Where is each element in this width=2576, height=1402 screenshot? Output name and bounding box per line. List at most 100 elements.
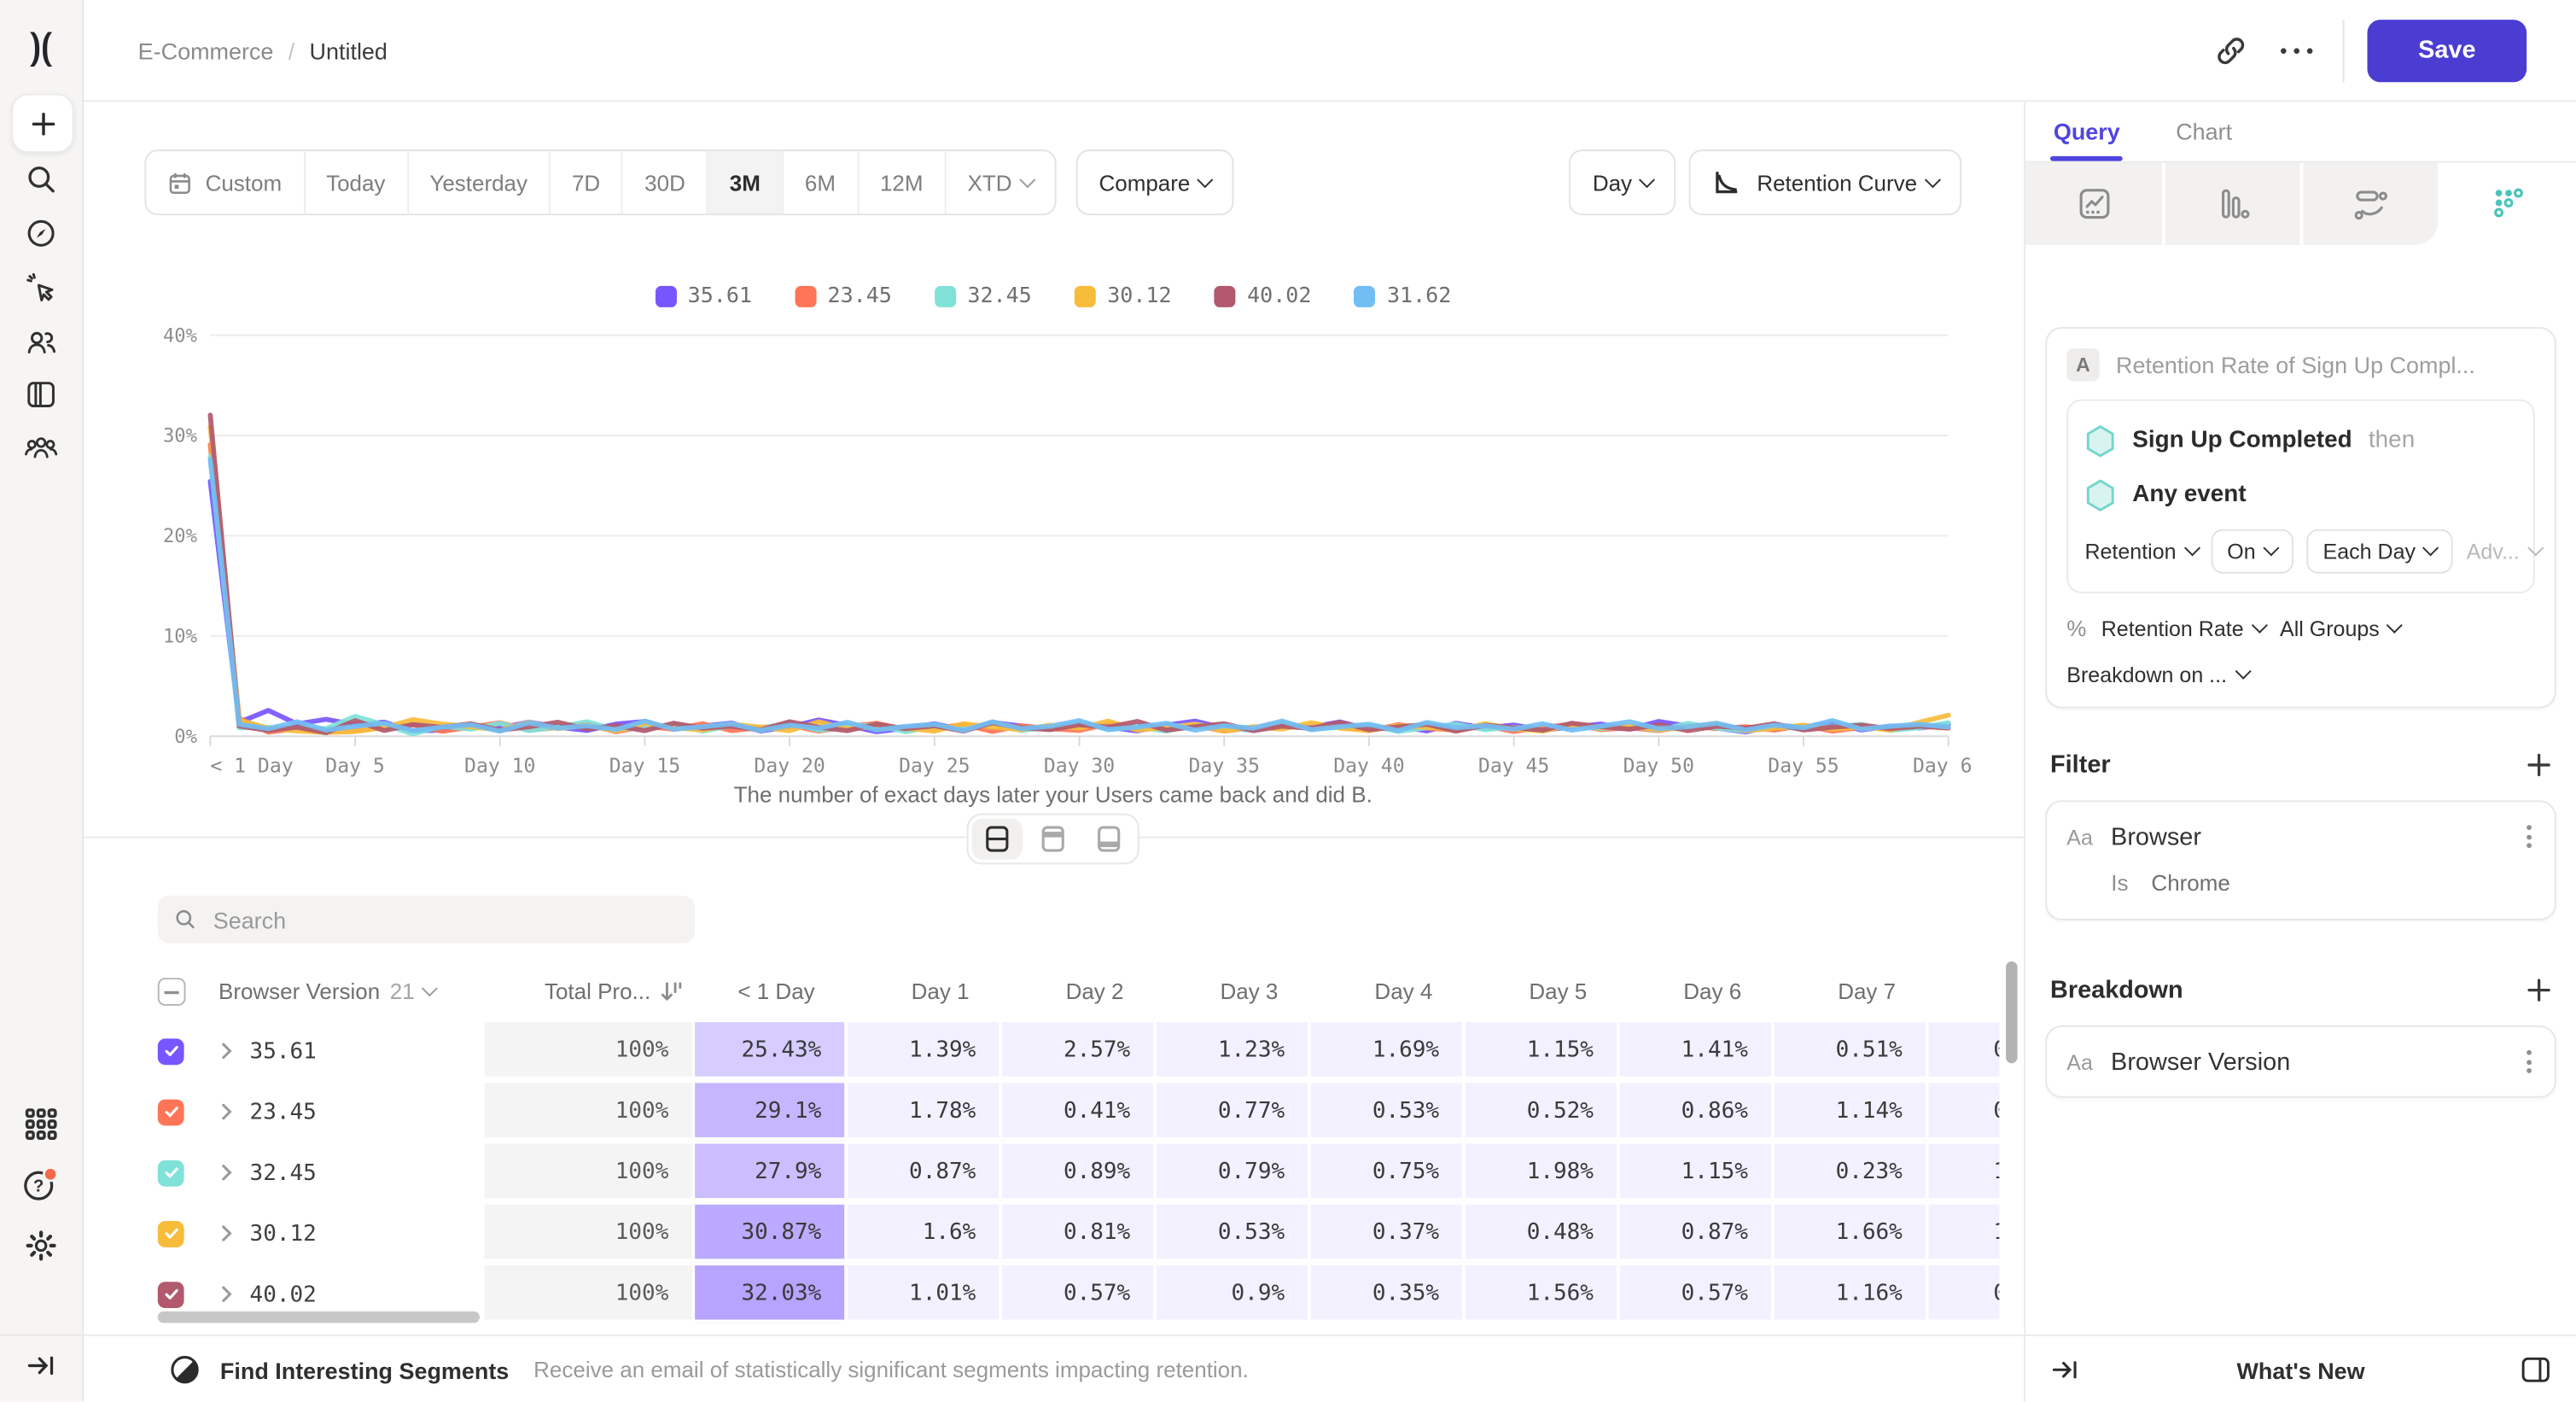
- day-column-header[interactable]: Day 1: [911, 979, 970, 1004]
- group-column-header[interactable]: Browser Version 21: [204, 961, 485, 1022]
- on-dropdown[interactable]: On: [2210, 529, 2293, 574]
- boards-icon[interactable]: [24, 377, 58, 412]
- tab-chart[interactable]: Chart: [2176, 117, 2233, 144]
- chart-type-dropdown[interactable]: Retention Curve: [1689, 149, 1962, 216]
- first-event-row[interactable]: Sign Up Completed then: [2084, 419, 2516, 462]
- retention-cell: 1.01%: [844, 1265, 1000, 1323]
- users-icon[interactable]: [24, 324, 58, 359]
- breakdown-card: Aa Browser Version: [2045, 1025, 2556, 1098]
- range-custom[interactable]: Custom: [146, 151, 303, 213]
- discover-compass-icon[interactable]: [24, 216, 58, 250]
- search-input[interactable]: [209, 904, 679, 935]
- compare-button[interactable]: Compare: [1075, 149, 1235, 216]
- retention-cell: 29.1%: [691, 1083, 845, 1141]
- copy-link-icon[interactable]: [2198, 17, 2264, 83]
- whats-new-link[interactable]: What's New: [2236, 1356, 2365, 1383]
- table-search[interactable]: [157, 895, 696, 943]
- settings-gear-icon[interactable]: [24, 1229, 58, 1263]
- legend-item[interactable]: 31.62: [1354, 283, 1451, 309]
- cohorts-icon[interactable]: [23, 429, 59, 464]
- return-event-row[interactable]: Any event: [2084, 473, 2516, 516]
- retention-report-icon-active[interactable]: [2490, 185, 2527, 223]
- filter-property[interactable]: Browser: [2111, 822, 2201, 851]
- view-toggle-table-only[interactable]: [1083, 819, 1134, 860]
- horizontal-scrollbar[interactable]: [157, 1311, 481, 1323]
- day-column-header[interactable]: Day 3: [1220, 979, 1279, 1004]
- row-checkbox[interactable]: [157, 1098, 184, 1125]
- view-toggle-chart-only[interactable]: [1028, 819, 1079, 860]
- events-cursor-icon[interactable]: [24, 271, 58, 305]
- tab-query[interactable]: Query: [2049, 100, 2124, 161]
- create-new-button[interactable]: [11, 93, 74, 153]
- day-column-header[interactable]: Day 6: [1683, 979, 1742, 1004]
- advanced-dropdown[interactable]: Adv...: [2467, 539, 2544, 564]
- collapse-panel-arrow-icon[interactable]: [2050, 1356, 2080, 1384]
- interesting-segments-button[interactable]: Find Interesting Segments Receive an ema…: [82, 1354, 1249, 1386]
- more-options-icon[interactable]: [2264, 17, 2329, 83]
- view-toggle-split-view[interactable]: [971, 818, 1023, 860]
- range-today[interactable]: Today: [303, 151, 406, 214]
- row-checkbox[interactable]: [157, 1159, 184, 1186]
- range-30d[interactable]: 30D: [621, 151, 707, 214]
- expand-row-icon[interactable]: [220, 1102, 233, 1120]
- day-column-header[interactable]: Day 5: [1529, 979, 1588, 1004]
- range-yesterday[interactable]: Yesterday: [406, 151, 549, 214]
- range-xtd[interactable]: XTD: [944, 151, 1055, 214]
- expand-sidebar-icon[interactable]: [26, 1351, 57, 1381]
- save-button[interactable]: Save: [2367, 19, 2527, 82]
- apps-grid-icon[interactable]: [25, 1107, 57, 1140]
- granularity-dropdown[interactable]: Day: [1569, 149, 1677, 216]
- range-6m[interactable]: 6M: [781, 151, 857, 214]
- breadcrumb-report-title[interactable]: Untitled: [309, 37, 388, 64]
- total-column-header[interactable]: Total Pro...: [485, 961, 692, 1022]
- each-day-dropdown[interactable]: Each Day: [2306, 529, 2454, 574]
- vertical-scrollbar[interactable]: [2006, 961, 2018, 1064]
- row-checkbox[interactable]: [157, 1281, 184, 1308]
- legend-item[interactable]: 30.12: [1074, 283, 1172, 309]
- help-icon[interactable]: ?: [21, 1166, 61, 1204]
- retention-type-dropdown[interactable]: Retention: [2084, 539, 2200, 564]
- day-column-header[interactable]: Day 2: [1065, 979, 1124, 1004]
- retention-cell: 0.62%: [1925, 1022, 2000, 1080]
- add-filter-icon[interactable]: [2526, 753, 2551, 778]
- legend-item[interactable]: 40.02: [1214, 283, 1311, 309]
- panel-layout-icon[interactable]: [2520, 1356, 2551, 1384]
- range-12m[interactable]: 12M: [857, 151, 945, 214]
- breakdown-options-icon[interactable]: [2523, 1047, 2534, 1077]
- metric-dropdown[interactable]: Retention Rate: [2101, 616, 2268, 641]
- day-column-header[interactable]: < 1 Day: [737, 979, 815, 1004]
- retention-cell: 1.14%: [1770, 1083, 1926, 1141]
- series-title[interactable]: Retention Rate of Sign Up Compl...: [2116, 351, 2475, 378]
- expand-row-icon[interactable]: [220, 1164, 233, 1182]
- funnels-report-icon[interactable]: [2214, 185, 2252, 223]
- expand-row-icon[interactable]: [220, 1285, 233, 1303]
- day-column-header[interactable]: Day 4: [1374, 979, 1433, 1004]
- breakdown-on-dropdown[interactable]: Breakdown on ...: [2066, 663, 2251, 687]
- calendar-icon: [169, 172, 190, 194]
- legend-item[interactable]: 35.61: [655, 283, 752, 309]
- table-row: 35.61 100% 25.43% 1.39% 2.57% 1.23% 1.69% 1.15%…: [157, 1022, 2002, 1084]
- day-column-header[interactable]: Day 7: [1838, 979, 1897, 1004]
- groups-dropdown[interactable]: All Groups: [2280, 616, 2404, 641]
- range-7d[interactable]: 7D: [549, 151, 621, 214]
- filter-operator[interactable]: Is: [2111, 871, 2129, 896]
- expand-row-icon[interactable]: [220, 1224, 233, 1242]
- row-checkbox[interactable]: [157, 1220, 184, 1247]
- insights-report-icon[interactable]: [2076, 185, 2113, 223]
- filter-value[interactable]: Chrome: [2151, 871, 2230, 896]
- add-breakdown-icon[interactable]: [2526, 978, 2551, 1002]
- range-3m[interactable]: 3M: [706, 151, 782, 214]
- breakdown-property[interactable]: Browser Version: [2111, 1047, 2291, 1076]
- legend-item[interactable]: 32.45: [934, 283, 1032, 309]
- legend-item[interactable]: 23.45: [795, 283, 892, 309]
- breadcrumb-project[interactable]: E-Commerce: [137, 37, 274, 64]
- svg-text:20%: 20%: [163, 525, 197, 547]
- row-checkbox[interactable]: [157, 1037, 184, 1065]
- flows-report-icon[interactable]: [2352, 185, 2389, 223]
- filter-options-icon[interactable]: [2523, 821, 2534, 851]
- mixpanel-logo[interactable]: [23, 30, 59, 69]
- svg-text:Day 5: Day 5: [325, 756, 384, 778]
- expand-row-icon[interactable]: [220, 1042, 233, 1060]
- search-icon[interactable]: [24, 162, 58, 196]
- select-all-checkbox[interactable]: [157, 978, 186, 1006]
